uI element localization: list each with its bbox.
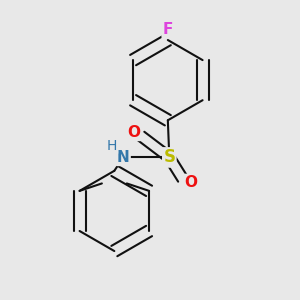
Text: S: S <box>163 148 175 166</box>
Text: O: O <box>184 175 197 190</box>
Text: F: F <box>163 22 173 37</box>
Text: N: N <box>117 150 130 165</box>
Text: O: O <box>127 125 140 140</box>
Text: H: H <box>107 139 117 153</box>
